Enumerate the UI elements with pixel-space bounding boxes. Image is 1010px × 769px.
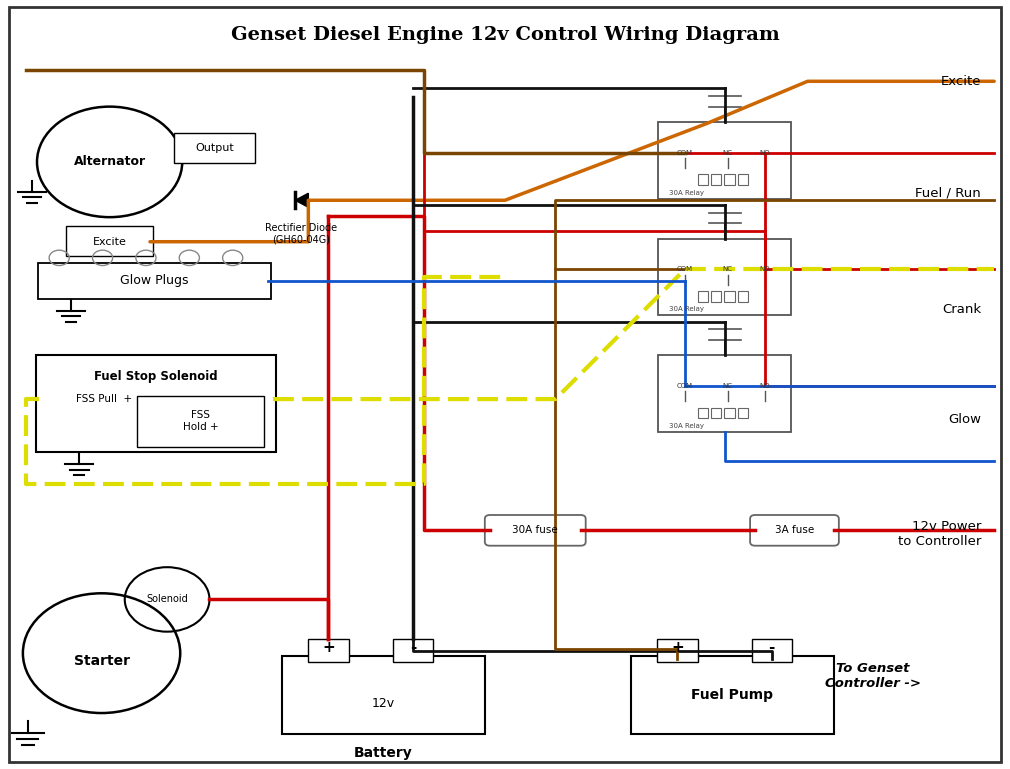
- Text: NC: NC: [722, 266, 732, 272]
- FancyBboxPatch shape: [38, 263, 271, 298]
- FancyBboxPatch shape: [659, 355, 792, 432]
- Text: 30A Relay: 30A Relay: [669, 190, 704, 195]
- Text: +: +: [671, 641, 684, 655]
- Text: 30A Relay: 30A Relay: [669, 423, 704, 429]
- Text: Fuel Stop Solenoid: Fuel Stop Solenoid: [94, 370, 218, 382]
- Text: Fuel Pump: Fuel Pump: [692, 688, 774, 702]
- Text: NO: NO: [760, 383, 771, 389]
- FancyBboxPatch shape: [485, 515, 586, 546]
- Text: NC: NC: [722, 150, 732, 155]
- FancyBboxPatch shape: [750, 515, 839, 546]
- FancyBboxPatch shape: [658, 638, 698, 661]
- FancyBboxPatch shape: [698, 291, 708, 301]
- Text: 30A fuse: 30A fuse: [512, 525, 559, 535]
- FancyBboxPatch shape: [737, 291, 747, 301]
- Text: 30A Relay: 30A Relay: [669, 306, 704, 312]
- FancyBboxPatch shape: [659, 238, 792, 315]
- FancyBboxPatch shape: [308, 638, 348, 661]
- FancyBboxPatch shape: [751, 638, 792, 661]
- FancyBboxPatch shape: [393, 638, 433, 661]
- Text: Excite: Excite: [93, 237, 126, 247]
- FancyBboxPatch shape: [724, 174, 734, 185]
- FancyBboxPatch shape: [698, 174, 708, 185]
- Text: NO: NO: [760, 150, 771, 155]
- Text: Rectifier Diode
(GH60-04G): Rectifier Diode (GH60-04G): [266, 223, 337, 245]
- Text: -: -: [410, 641, 416, 655]
- FancyBboxPatch shape: [724, 408, 734, 418]
- Text: 3A fuse: 3A fuse: [775, 525, 814, 535]
- FancyBboxPatch shape: [136, 396, 265, 447]
- FancyBboxPatch shape: [67, 226, 153, 256]
- FancyBboxPatch shape: [36, 355, 276, 452]
- Text: NO: NO: [760, 266, 771, 272]
- Text: Glow Plugs: Glow Plugs: [120, 275, 189, 288]
- Text: Crank: Crank: [942, 303, 981, 316]
- Text: FSS Pull  +: FSS Pull +: [77, 394, 132, 404]
- Text: Fuel / Run: Fuel / Run: [915, 186, 981, 199]
- FancyBboxPatch shape: [698, 408, 708, 418]
- FancyBboxPatch shape: [631, 656, 834, 734]
- FancyBboxPatch shape: [711, 408, 721, 418]
- FancyBboxPatch shape: [174, 133, 255, 163]
- FancyBboxPatch shape: [737, 174, 747, 185]
- Text: Glow: Glow: [948, 412, 981, 425]
- Text: Battery: Battery: [355, 746, 413, 760]
- Text: COM: COM: [677, 266, 693, 272]
- Text: Starter: Starter: [74, 654, 129, 667]
- FancyBboxPatch shape: [711, 174, 721, 185]
- Text: Output: Output: [195, 143, 234, 153]
- Text: Alternator: Alternator: [74, 155, 145, 168]
- Text: -: -: [769, 641, 775, 655]
- Text: Excite: Excite: [940, 75, 981, 88]
- Text: Solenoid: Solenoid: [146, 594, 188, 604]
- FancyBboxPatch shape: [282, 656, 485, 734]
- FancyBboxPatch shape: [724, 291, 734, 301]
- Text: NC: NC: [722, 383, 732, 389]
- FancyBboxPatch shape: [659, 122, 792, 198]
- FancyBboxPatch shape: [711, 291, 721, 301]
- Text: Genset Diesel Engine 12v Control Wiring Diagram: Genset Diesel Engine 12v Control Wiring …: [230, 26, 780, 45]
- Text: COM: COM: [677, 383, 693, 389]
- Text: 12v Power
to Controller: 12v Power to Controller: [898, 520, 981, 548]
- Text: To Genset
Controller ->: To Genset Controller ->: [825, 662, 921, 691]
- Text: FSS
Hold +: FSS Hold +: [183, 411, 218, 432]
- Polygon shape: [295, 193, 308, 208]
- Text: COM: COM: [677, 150, 693, 155]
- Text: +: +: [322, 641, 334, 655]
- FancyBboxPatch shape: [737, 408, 747, 418]
- Text: 12v: 12v: [372, 697, 395, 711]
